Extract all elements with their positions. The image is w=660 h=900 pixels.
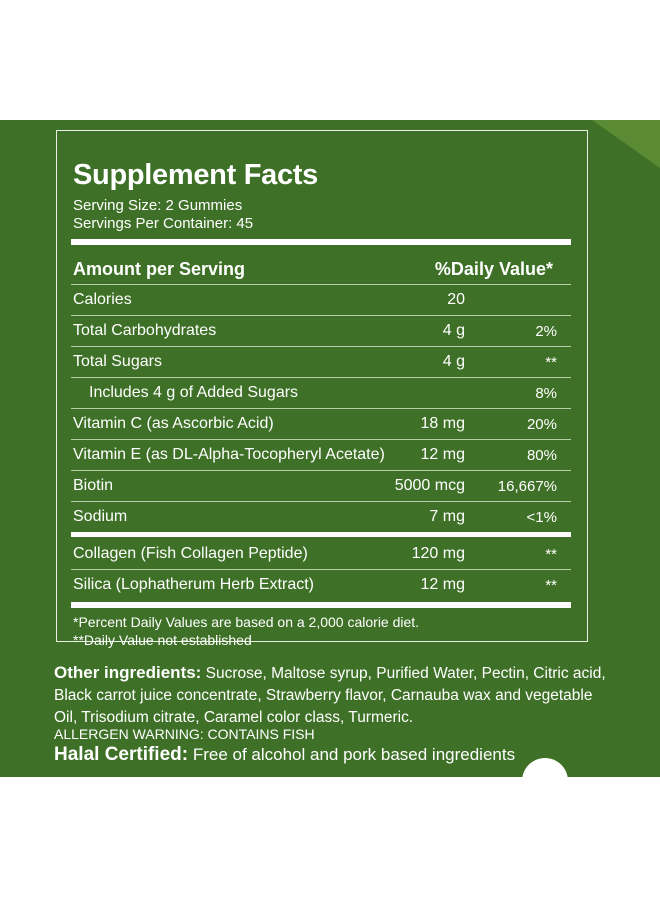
nutrient-name: Silica (Lophatherum Herb Extract): [73, 576, 314, 593]
nutrient-amount: 20: [447, 291, 465, 308]
nutrient-dv: <1%: [526, 509, 557, 526]
thick-divider: [71, 239, 571, 245]
nutrient-amount: 5000 mcg: [394, 477, 465, 494]
serving-size: Serving Size: 2 Gummies: [73, 197, 243, 214]
daily-value-header: %Daily Value*: [434, 259, 553, 279]
nutrient-row: Silica (Lophatherum Herb Extract) 12 mg …: [71, 570, 571, 601]
nutrient-row: Vitamin E (as DL-Alpha-Tocopheryl Acetat…: [71, 440, 571, 471]
nutrient-dv: **: [545, 546, 557, 563]
nutrient-name: Vitamin C (as Ascorbic Acid): [73, 415, 274, 432]
nutrient-dv: **: [545, 354, 557, 371]
nutrient-row: Vitamin C (as Ascorbic Acid) 18 mg 20%: [71, 409, 571, 440]
label-panel: Supplement Facts Serving Size: 2 Gummies…: [0, 120, 660, 777]
nutrient-row: Collagen (Fish Collagen Peptide) 120 mg …: [71, 539, 571, 570]
nutrient-amount: 12 mg: [420, 576, 465, 593]
nutrient-dv: **: [545, 577, 557, 594]
nutrient-dv: 80%: [526, 447, 557, 464]
bottom-thick-divider: [71, 602, 571, 608]
nutrient-row: Includes 4 g of Added Sugars 8%: [71, 378, 571, 409]
nutrient-row: Biotin 5000 mcg 16,667%: [71, 471, 571, 502]
nutrient-row: Total Carbohydrates 4 g 2%: [71, 316, 571, 347]
other-ingredients-label: Other ingredients:: [54, 663, 202, 682]
footnote-dv-not-established: **Daily Value not established: [73, 632, 252, 648]
halal-text: Free of alcohol and pork based ingredien…: [188, 745, 516, 764]
nutrient-name: Total Carbohydrates: [73, 322, 217, 339]
facts-title: Supplement Facts: [73, 159, 318, 191]
nutrient-amount: 18 mg: [420, 415, 465, 432]
other-ingredients-text: Sucrose, Maltose syrup, Purified Water, …: [54, 665, 606, 726]
nutrient-row: Total Sugars 4 g **: [71, 347, 571, 378]
nutrient-dv: 8%: [535, 385, 557, 402]
supplement-facts-box: Supplement Facts Serving Size: 2 Gummies…: [56, 130, 588, 648]
halal-statement: Halal Certified: Free of alcohol and por…: [54, 744, 515, 766]
halal-label: Halal Certified:: [54, 744, 189, 765]
halal-badge-icon: [522, 758, 568, 777]
nutrient-name: Total Sugars: [73, 353, 162, 370]
nutrient-amount: 120 mg: [411, 545, 465, 562]
allergen-warning: ALLERGEN WARNING: CONTAINS FISH: [54, 726, 315, 742]
header-divider: [71, 284, 571, 285]
nutrient-amount: 4 g: [442, 353, 465, 370]
nutrient-name: Calories: [73, 291, 132, 308]
nutrient-name: Collagen (Fish Collagen Peptide): [73, 545, 308, 562]
nutrient-row: Calories 20: [71, 285, 571, 316]
amount-header: Amount per Serving: [73, 259, 246, 279]
nutrient-name: Biotin: [73, 477, 114, 494]
nutrient-amount: 12 mg: [420, 446, 465, 463]
nutrient-row: Sodium 7 mg <1%: [71, 502, 571, 537]
corner-accent: [592, 120, 660, 168]
nutrient-dv: 2%: [535, 323, 557, 340]
nutrient-amount: 7 mg: [429, 508, 465, 525]
footnote-percent-dv: *Percent Daily Values are based on a 2,0…: [73, 614, 420, 630]
nutrient-name: Includes 4 g of Added Sugars: [89, 384, 299, 401]
servings-per-container: Servings Per Container: 45: [73, 215, 254, 232]
nutrient-dv: 16,667%: [497, 478, 557, 495]
nutrient-name: Vitamin E (as DL-Alpha-Tocopheryl Acetat…: [73, 446, 385, 463]
nutrient-name: Sodium: [73, 508, 128, 525]
other-ingredients: Other ingredients: Sucrose, Maltose syru…: [54, 662, 614, 729]
nutrient-dv: 20%: [526, 416, 557, 433]
nutrient-amount: 4 g: [442, 322, 465, 339]
